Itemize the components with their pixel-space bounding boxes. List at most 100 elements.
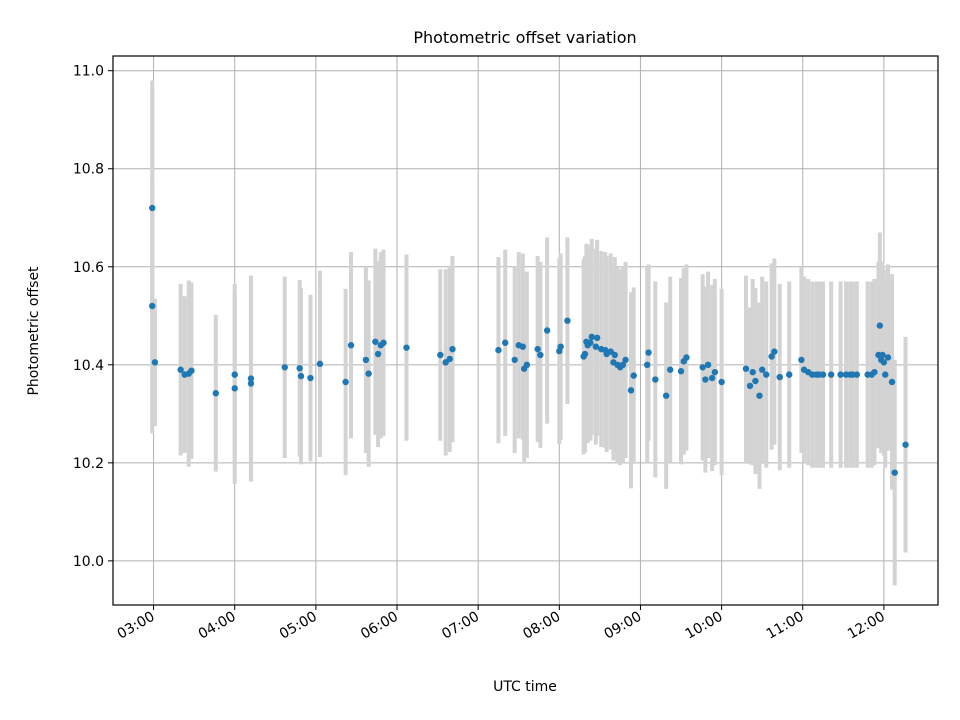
data-point xyxy=(374,350,382,358)
y-tick-label: 10.2 xyxy=(73,456,104,472)
data-point xyxy=(342,378,349,386)
data-point xyxy=(771,348,778,355)
data-point xyxy=(711,368,719,376)
x-tick-label: 08:00 xyxy=(520,609,563,643)
data-point xyxy=(307,374,314,382)
data-point xyxy=(362,356,370,364)
data-point xyxy=(587,339,594,346)
data-point xyxy=(871,368,878,376)
data-point xyxy=(212,390,219,397)
data-point xyxy=(718,378,725,386)
data-point xyxy=(537,351,544,359)
data-point xyxy=(231,371,238,378)
data-point xyxy=(365,370,372,377)
data-point xyxy=(581,350,589,358)
data-point xyxy=(763,371,770,378)
data-point xyxy=(819,371,827,378)
data-point xyxy=(652,376,659,383)
data-point xyxy=(502,339,509,346)
y-tick-label: 10.4 xyxy=(73,358,104,374)
x-tick-label: 12:00 xyxy=(845,609,888,643)
data-point xyxy=(768,353,775,360)
data-point xyxy=(630,372,637,379)
data-point xyxy=(882,371,889,378)
y-tick-label: 11.0 xyxy=(73,64,104,80)
data-point xyxy=(704,361,712,369)
x-tick-label: 09:00 xyxy=(602,609,645,643)
data-point xyxy=(708,374,716,382)
x-tick-label: 10:00 xyxy=(683,609,726,643)
data-point xyxy=(247,375,255,382)
data-point xyxy=(511,356,518,364)
data-point xyxy=(588,333,595,341)
data-point xyxy=(627,387,635,394)
data-point xyxy=(534,345,541,353)
data-point xyxy=(756,392,763,399)
plot-frame xyxy=(112,55,939,606)
data-point xyxy=(347,342,355,349)
y-tick-label: 10.8 xyxy=(73,162,104,178)
data-point xyxy=(662,392,670,399)
data-point xyxy=(188,367,195,374)
data-point xyxy=(611,351,618,359)
data-point xyxy=(296,365,303,372)
chart-title: Photometric offset variation xyxy=(413,28,636,47)
data-point xyxy=(523,361,531,369)
data-point xyxy=(667,366,674,373)
y-axis-ticks: 10.0 10.2 10.4 10.6 10.8 11.0 xyxy=(73,64,113,570)
data-point xyxy=(702,376,709,383)
x-tick-label: 07:00 xyxy=(439,609,482,643)
data-point xyxy=(888,378,896,386)
data-point xyxy=(827,371,835,378)
data-point xyxy=(891,469,898,476)
data-point xyxy=(446,355,453,363)
x-tick-label: 11:00 xyxy=(764,609,807,643)
data-point xyxy=(884,354,892,361)
data-point xyxy=(149,204,156,212)
data-point xyxy=(742,365,750,372)
data-point xyxy=(297,372,305,380)
data-point xyxy=(798,356,805,364)
data-point xyxy=(879,351,886,359)
y-axis-label: Photometric offset xyxy=(26,266,42,396)
data-point xyxy=(746,382,754,390)
point-layer xyxy=(149,204,909,476)
data-point xyxy=(622,356,629,364)
data-point xyxy=(902,441,909,448)
data-point xyxy=(592,343,600,350)
data-point xyxy=(699,364,706,371)
data-point xyxy=(593,334,601,342)
x-axis-ticks: 03:00 04:00 05:00 06:00 07:00 08:00 09:00 10:00… xyxy=(115,605,888,643)
y-tick-label: 10.6 xyxy=(73,260,104,276)
x-tick-label: 05:00 xyxy=(277,609,320,643)
data-point xyxy=(619,361,627,369)
data-point xyxy=(677,367,685,375)
data-point xyxy=(786,371,793,378)
data-point xyxy=(749,368,756,376)
data-point xyxy=(776,373,783,381)
data-point xyxy=(177,366,184,373)
data-point xyxy=(564,317,571,324)
data-point xyxy=(437,351,444,359)
data-point xyxy=(380,339,387,346)
x-tick-label: 06:00 xyxy=(358,609,401,643)
data-point xyxy=(752,377,759,385)
data-point xyxy=(247,380,255,387)
data-point xyxy=(644,361,651,369)
data-point xyxy=(876,322,884,329)
x-tick-label: 04:00 xyxy=(196,609,239,643)
data-point xyxy=(281,364,288,371)
data-point xyxy=(151,359,159,366)
data-point xyxy=(231,385,238,392)
data-point xyxy=(495,346,502,354)
data-point xyxy=(543,327,551,334)
data-point xyxy=(758,366,766,373)
data-point xyxy=(316,360,324,368)
data-point xyxy=(149,302,156,310)
data-point xyxy=(557,343,564,350)
data-point xyxy=(645,349,652,356)
y-tick-label: 10.0 xyxy=(73,554,104,570)
x-tick-label: 03:00 xyxy=(115,609,158,643)
errorbar-layer xyxy=(150,80,908,586)
